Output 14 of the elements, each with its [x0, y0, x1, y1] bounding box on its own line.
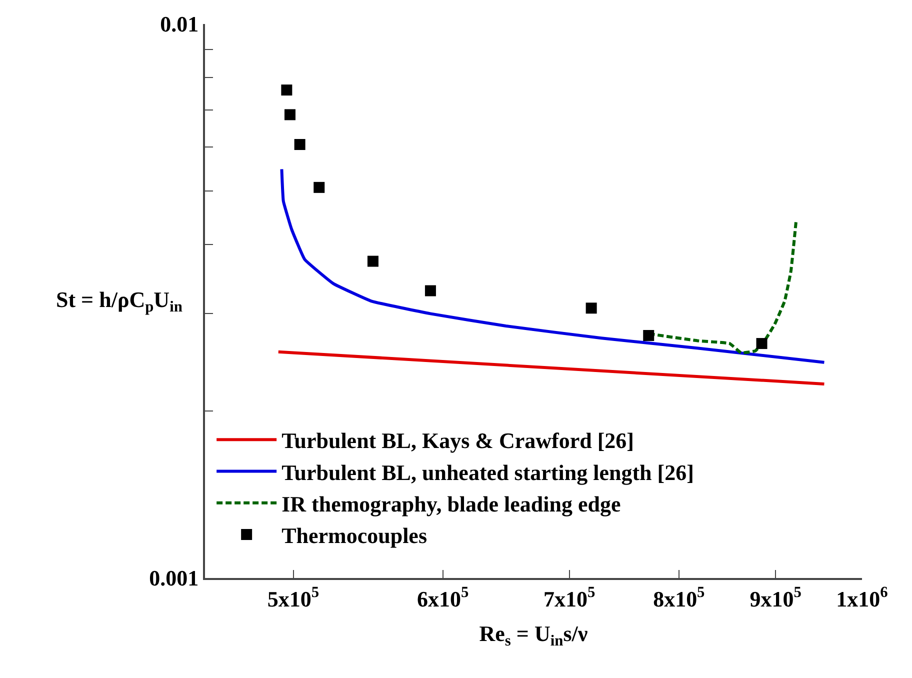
x-tick-label: 5x10$^{5}$ — [267, 584, 320, 612]
x-tick-label: 1x10$^{6}$ — [836, 584, 888, 612]
y-tick-label: 0.001 — [149, 566, 199, 591]
x-tick-label: 9x10$^{5}$ — [750, 584, 802, 612]
legend-label: Turbulent BL, Kays & Crawford [26] — [282, 428, 634, 454]
x-tick-label: 8x10$^{5}$ — [653, 584, 706, 612]
y-tick-label: 0.01 — [160, 12, 199, 37]
x-tick-label: 7x10$^{5}$ — [544, 584, 596, 612]
legend-label: Thermocouples — [282, 523, 428, 548]
legend-label: IR themography, blade leading edge — [282, 491, 621, 516]
x-tick-label: 6x10$^{5}$ — [417, 584, 470, 612]
legend-label: Turbulent BL, unheated starting length [26] — [282, 460, 694, 485]
y-axis-title: St = h/ρC$_{p}$U$_{in}$ — [56, 287, 183, 316]
x-axis-title: Re$_{s}$ = U$_{in}$s/ν — [479, 620, 588, 650]
